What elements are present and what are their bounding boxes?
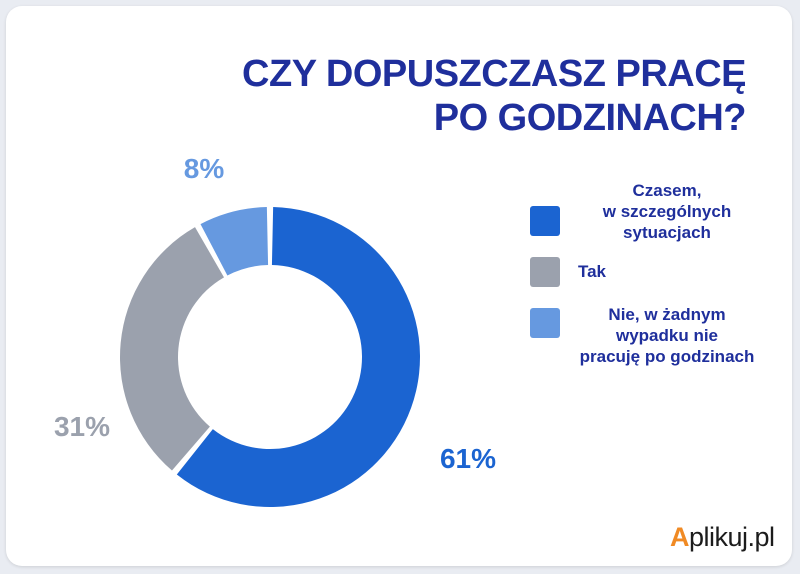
brand-logo-text: plikuj.pl	[689, 522, 775, 552]
legend-item-nie: Nie, w żadnym wypadku nie pracuję po god…	[530, 304, 780, 367]
legend-item-czasem: Czasem, w szczególnych sytuacjach	[530, 180, 780, 243]
chart-title-line-1: CZY DOPUSZCZASZ PRACĘ	[242, 53, 746, 95]
donut-slice-czasem	[176, 207, 420, 507]
legend-item-tak: Tak	[530, 257, 780, 287]
legend-label-nie: Nie, w żadnym wypadku nie pracuję po god…	[572, 304, 762, 367]
chart-title: CZY DOPUSZCZASZ PRACĘ PO GODZINACH?	[242, 52, 746, 140]
legend-swatch-czasem	[530, 206, 560, 236]
chart-legend: Czasem, w szczególnych sytuacjach Tak Ni…	[530, 180, 780, 385]
legend-label-czasem-line-1: Czasem,	[632, 181, 702, 200]
donut-slice-tak	[120, 227, 224, 471]
legend-label-czasem: Czasem, w szczególnych sytuacjach	[572, 180, 762, 243]
brand-logo: Aplikuj.pl	[670, 522, 775, 553]
chart-card: CZY DOPUSZCZASZ PRACĘ PO GODZINACH? Czas…	[6, 6, 792, 566]
chart-title-line-2: PO GODZINACH?	[433, 97, 747, 139]
brand-logo-accent: A	[670, 522, 690, 552]
legend-swatch-tak	[530, 257, 560, 287]
legend-label-tak-line-1: Tak	[577, 262, 607, 281]
data-label-nie: 8%	[184, 153, 225, 184]
legend-label-nie-line-2: wypadku nie	[615, 326, 719, 345]
legend-label-czasem-line-2: w szczególnych	[602, 202, 732, 221]
legend-swatch-nie	[530, 308, 560, 338]
data-label-tak: 31%	[54, 411, 110, 442]
legend-label-czasem-line-3: sytuacjach	[623, 223, 711, 242]
legend-label-tak: Tak	[572, 261, 612, 282]
legend-label-nie-line-3: pracuję po godzinach	[579, 347, 755, 366]
legend-label-nie-line-1: Nie, w żadnym	[608, 305, 726, 324]
data-label-czasem: 61%	[440, 443, 496, 474]
donut-slice-nie	[200, 207, 269, 276]
